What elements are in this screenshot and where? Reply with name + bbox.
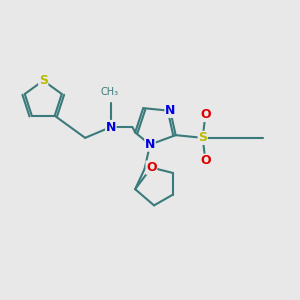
Text: O: O: [200, 154, 211, 167]
Text: S: S: [198, 131, 207, 144]
Text: N: N: [145, 138, 155, 151]
Text: N: N: [165, 104, 175, 117]
Text: O: O: [200, 108, 211, 122]
Text: CH₃: CH₃: [100, 87, 118, 97]
Text: O: O: [146, 161, 157, 174]
Text: N: N: [106, 121, 116, 134]
Text: S: S: [39, 74, 48, 87]
